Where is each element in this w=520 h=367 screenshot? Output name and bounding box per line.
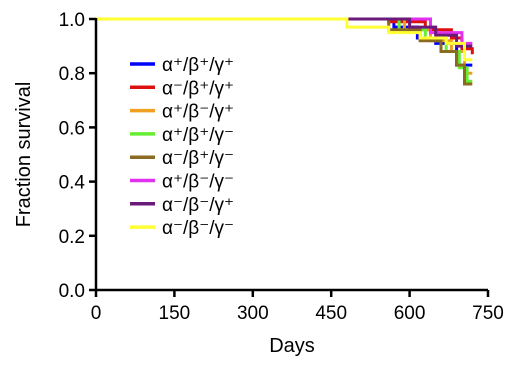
legend-label: α⁺/β⁺/γ⁻ — [162, 125, 234, 146]
series-line-8 — [96, 17, 473, 62]
series-line-2 — [96, 17, 474, 55]
y-tick-label: 0.0 — [59, 281, 85, 302]
legend-label: α⁺/β⁻/γ⁺ — [162, 102, 234, 123]
x-axis-title: Days — [269, 335, 315, 357]
y-tick-label: 0.2 — [59, 227, 85, 248]
y-tick-label: 0.4 — [59, 173, 86, 194]
legend: α⁺/β⁺/γ⁺α⁻/β⁺/γ⁺ α⁺/β⁻/γ⁺α⁺/β⁺/γ⁻α⁻/β⁺/γ⁻… — [130, 55, 234, 239]
axes-layer — [94, 18, 488, 292]
x-tick-label: 600 — [394, 303, 426, 324]
legend-label: α⁻/β⁻/γ⁻ — [162, 218, 234, 239]
y-ticks: 0.0 0.2 0.4 0.6 0.8 1.0 — [59, 10, 96, 302]
legend-label: α⁺/β⁻/γ⁻ — [162, 172, 234, 193]
y-tick-label: 0.8 — [59, 64, 85, 85]
legend-label: α⁻/β⁻/γ⁺ — [162, 195, 234, 216]
series-line-5 — [96, 17, 473, 86]
x-tick-label: 0 — [91, 303, 102, 324]
x-ticks: 0 150 300 450 600 750 — [91, 290, 504, 324]
series-layer — [96, 17, 474, 86]
legend-label: α⁺/β⁺/γ⁺ — [162, 55, 234, 76]
y-axis-title: Fraction survival — [13, 82, 35, 228]
x-tick-label: 150 — [159, 303, 191, 324]
legend-label: α⁻/β⁺/γ⁺ — [162, 78, 234, 99]
x-tick-label: 450 — [315, 303, 347, 324]
y-tick-label: 1.0 — [59, 10, 85, 31]
x-tick-label: 300 — [237, 303, 269, 324]
y-tick-label: 0.6 — [59, 118, 85, 139]
x-tick-label: 750 — [472, 303, 504, 324]
legend-label: α⁻/β⁺/γ⁻ — [162, 148, 234, 169]
